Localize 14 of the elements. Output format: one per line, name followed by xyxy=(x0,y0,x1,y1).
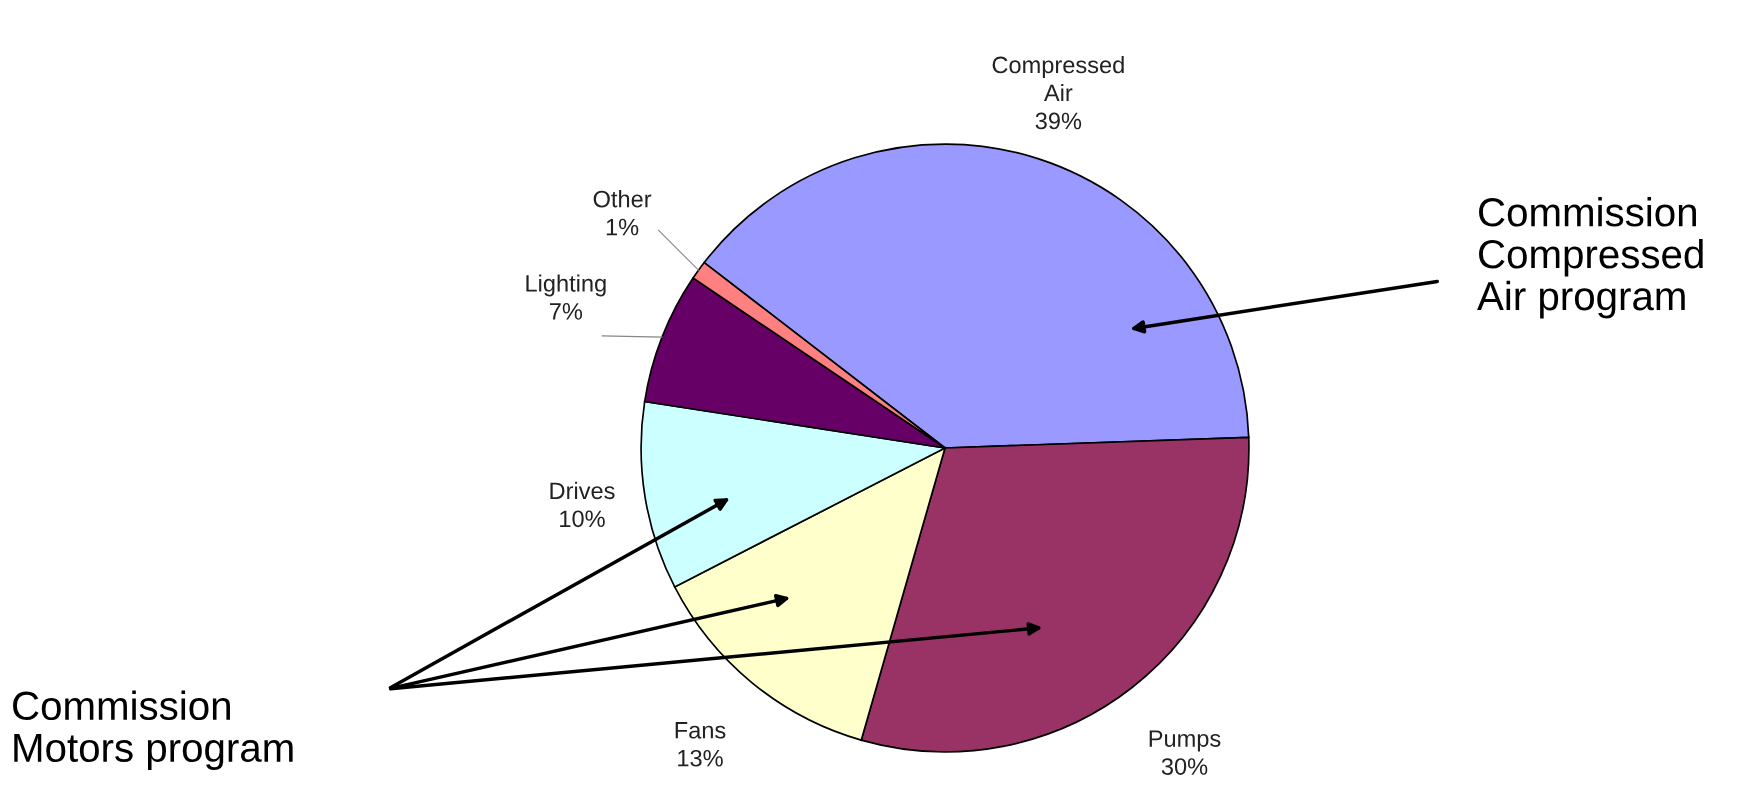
slice-label: Drives xyxy=(550,481,615,500)
data-label: 30% xyxy=(1161,758,1208,775)
data-label: 10% xyxy=(560,510,605,528)
data-label: 1% xyxy=(606,218,639,236)
text: Commission Motors program xyxy=(13,690,293,770)
data-label: 13% xyxy=(678,749,723,767)
slice-label: Other xyxy=(593,190,652,208)
slice-label: Compressed Air xyxy=(992,55,1124,102)
data-label: 39% xyxy=(1035,112,1082,130)
text: Commission Compressed Air program xyxy=(1477,197,1703,319)
data-label: 7% xyxy=(549,303,583,320)
slice-label: Lighting xyxy=(526,274,606,297)
slice-label: Fans xyxy=(675,722,726,739)
slice-label: Pumps xyxy=(1149,730,1221,752)
